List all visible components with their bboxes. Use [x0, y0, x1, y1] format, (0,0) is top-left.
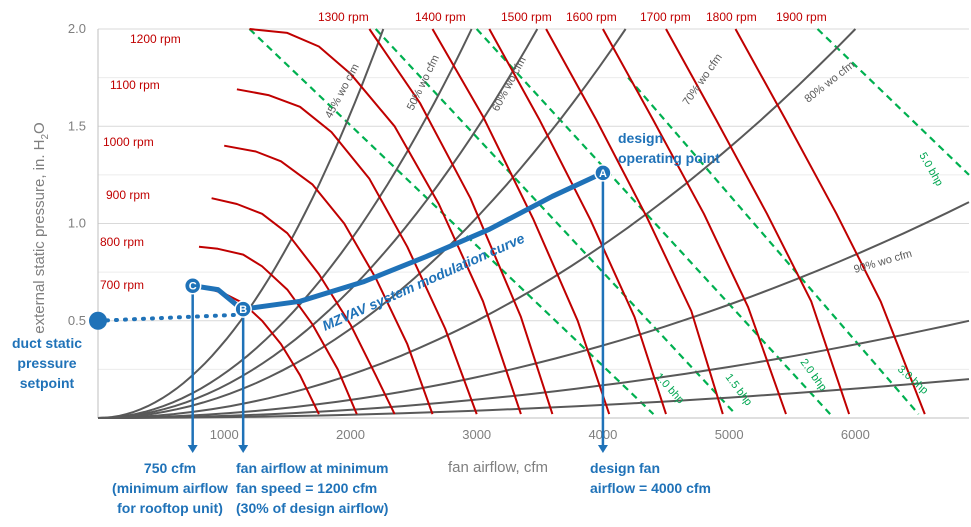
design-point-annotation-line-1: operating point [618, 150, 720, 166]
system-curve-label-3: 70% wo cfm [681, 52, 725, 108]
bhp-line-3 [627, 76, 920, 415]
min-speed-annotation-line-0: fan airflow at minimum [236, 460, 388, 476]
min-airflow-annotation-line-1: (minimum airflow [112, 480, 228, 496]
fan-curve-10 [602, 28, 787, 415]
bhp-line-1 [374, 28, 737, 415]
x-tick-label-1: 2000 [336, 427, 365, 442]
rpm-label-5: 1200 rpm [130, 32, 181, 46]
fan-curve-7 [431, 28, 611, 415]
grid-lines [97, 28, 969, 419]
fan-curve-2 [211, 197, 396, 415]
fan-curve-12 [734, 28, 926, 415]
min-speed-annotation-line-2: (30% of design airflow) [236, 500, 388, 516]
modulation-curve-label: MZVAV system modulation curve [320, 230, 527, 334]
modulation-curve [240, 170, 606, 312]
rpm-label-11: 1800 rpm [706, 10, 757, 24]
bhp-line-2 [475, 28, 831, 415]
bhp-label-4: 5.0 bhp [916, 151, 945, 189]
bhp-line-0 [248, 28, 655, 415]
bhp-label-3: 3.0 bhp [895, 363, 930, 396]
rpm-label-12: 1900 rpm [776, 10, 827, 24]
point-a-marker [594, 164, 612, 182]
setpoint-annotation: duct static pressure setpoint [12, 335, 82, 391]
fan-curve-1 [198, 245, 358, 415]
fan-curve-4 [236, 88, 478, 415]
rpm-label-2: 900 rpm [106, 188, 150, 202]
y-axis-label-end: O [31, 122, 48, 134]
bhp-label-2: 2.0 bhp [798, 357, 829, 394]
y-tick-label-0: 0.5 [68, 313, 86, 328]
min-speed-annotation: fan airflow at minimum fan speed = 1200 c… [236, 460, 388, 516]
point-b-marker [234, 300, 252, 318]
rpm-label-8: 1500 rpm [501, 10, 552, 24]
fan-curves [186, 28, 926, 415]
x-tick-labels: 100020003000400050006000 [210, 427, 870, 442]
design-flow-arrowhead [597, 445, 608, 453]
system-curve-5 [97, 201, 970, 419]
system-curve-label-1: 50% wo cfm [405, 53, 442, 112]
system-curve-3 [97, 28, 627, 419]
rpm-label-7: 1400 rpm [415, 10, 466, 24]
fan-curve-6 [368, 28, 554, 415]
system-curve-1 [97, 28, 473, 419]
fan-curve-5 [249, 28, 522, 415]
fan-curve-11 [665, 28, 851, 415]
fan-curve-9 [545, 28, 724, 415]
system-curve-0 [97, 28, 385, 419]
point-a-label: A [599, 168, 607, 180]
y-tick-labels: 0.5 1.0 1.5 2.0 [68, 21, 86, 328]
x-tick-label-4: 5000 [715, 427, 744, 442]
system-curve-4 [97, 28, 857, 419]
x-tick-label-2: 3000 [462, 427, 491, 442]
rpm-label-9: 1600 rpm [566, 10, 617, 24]
curve-labels: 700 rpm 800 rpm 900 rpm 1000 rpm 1100 rpm 120… [100, 10, 945, 408]
x-axis-label: fan airflow, cfm [448, 459, 548, 476]
design-point-annotation: design operating point [618, 130, 720, 166]
y-axis-label: external static pressure, in. H2O [31, 122, 51, 333]
design-point-annotation-line-0: design [618, 130, 663, 146]
x-tick-label-0: 1000 [210, 427, 239, 442]
min-speed-annotation-line-1: fan speed = 1200 cfm [236, 480, 377, 496]
annotations: design operating point duct static pressure… [12, 130, 720, 516]
system-curves [97, 28, 970, 419]
setpoint-dotted-line [96, 312, 238, 323]
y-axis-label-main: external static pressure, in. H [31, 139, 48, 333]
rpm-label-3: 1000 rpm [103, 135, 154, 149]
system-curve-label-0: 45% wo cfm [323, 62, 362, 121]
setpoint-annotation-line-1: pressure [17, 355, 76, 371]
point-c-marker [183, 276, 202, 295]
bhp-lines [248, 28, 970, 415]
rpm-label-10: 1700 rpm [640, 10, 691, 24]
y-tick-label-2: 1.5 [68, 118, 86, 133]
fan-curve-8 [488, 28, 667, 415]
min-speed-arrowhead [238, 445, 249, 453]
setpoint-marker [89, 311, 107, 330]
y-tick-label-1: 1.0 [68, 216, 86, 231]
bhp-line-4 [816, 28, 970, 176]
y-tick-label-3: 2.0 [68, 21, 86, 36]
rpm-label-0: 700 rpm [100, 278, 144, 292]
min-airflow-annotation: 750 cfm (minimum airflow for rooftop unit) [112, 460, 228, 516]
fan-curve-3 [224, 144, 434, 415]
min-airflow-arrowhead [187, 445, 198, 453]
setpoint-annotation-line-2: setpoint [20, 375, 75, 391]
y-axis-label-subscript: 2 [40, 133, 51, 139]
bhp-label-1: 1.5 bhp [723, 372, 755, 409]
rpm-label-6: 1300 rpm [318, 10, 369, 24]
system-curve-label-4: 80% wo cfm [802, 59, 857, 105]
min-airflow-annotation-line-2: for rooftop unit) [117, 500, 223, 516]
system-curve-2 [97, 28, 539, 419]
rpm-label-4: 1100 rpm [110, 78, 160, 92]
point-b-label: B [239, 304, 247, 316]
point-c-label: C [189, 281, 197, 293]
rpm-label-1: 800 rpm [100, 235, 144, 249]
setpoint-annotation-line-0: duct static [12, 335, 82, 351]
min-airflow-annotation-line-0: 750 cfm [144, 460, 196, 476]
design-flow-annotation-line-1: airflow = 4000 cfm [590, 480, 711, 496]
x-tick-label-5: 6000 [841, 427, 870, 442]
design-flow-annotation-line-0: design fan [590, 460, 660, 476]
design-flow-annotation: design fan airflow = 4000 cfm [590, 460, 711, 496]
